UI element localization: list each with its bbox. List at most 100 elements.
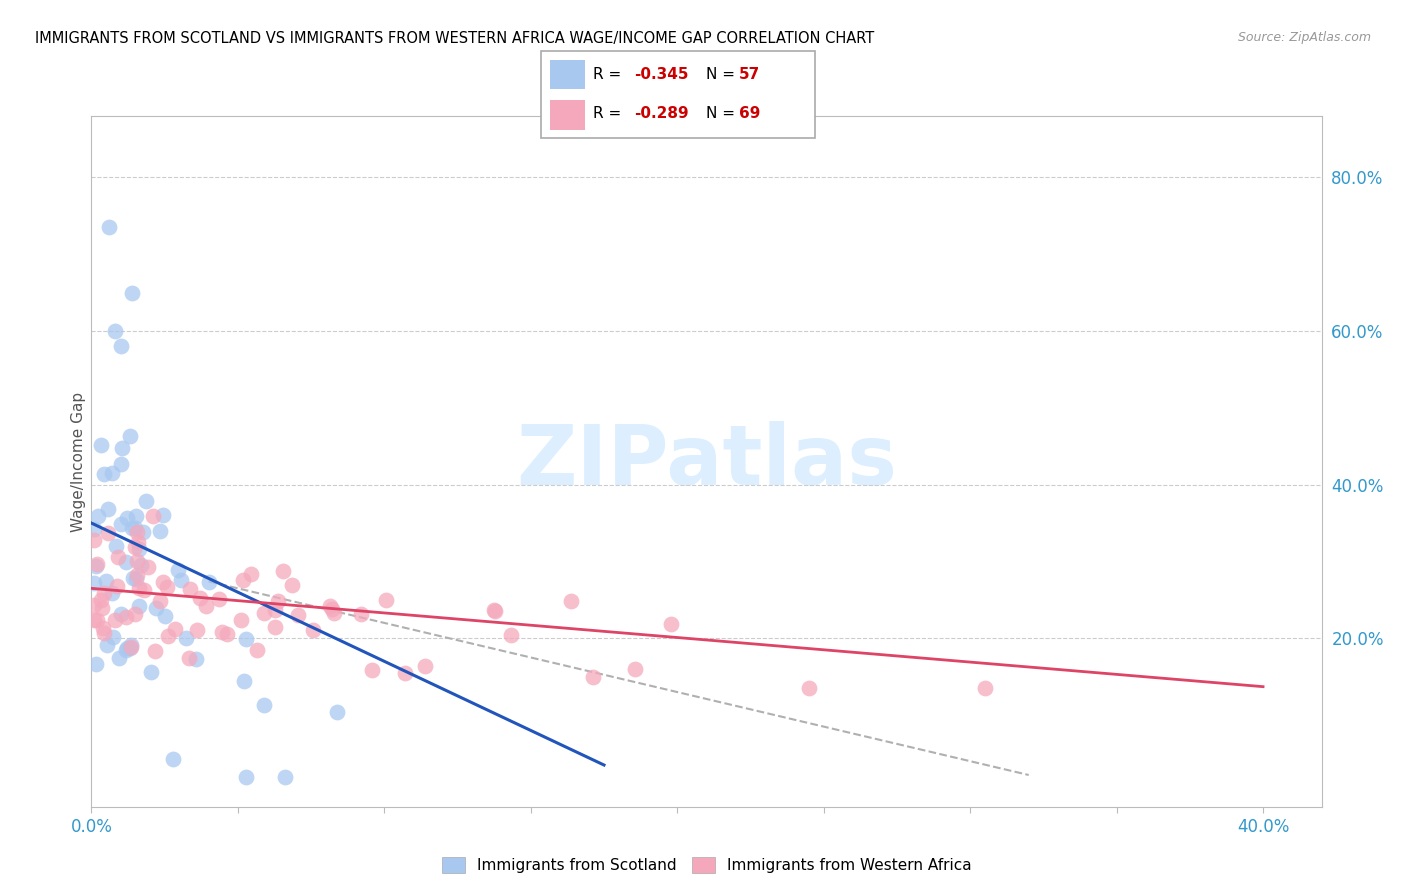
Point [125, 509, 148, 524]
Point [197, 575, 219, 590]
Point [152, 574, 174, 589]
Point [394, 665, 416, 680]
Point [624, 662, 647, 676]
Point [114, 555, 136, 569]
Point [235, 770, 257, 784]
Point [120, 429, 142, 443]
Point [264, 603, 287, 617]
Point [138, 560, 160, 574]
Point [240, 567, 263, 582]
Point [149, 524, 172, 538]
Point [186, 623, 208, 637]
Point [128, 581, 150, 595]
Point [107, 550, 129, 565]
Point [253, 698, 276, 712]
Point [174, 632, 197, 646]
Point [149, 593, 172, 607]
Point [145, 600, 167, 615]
Text: 69: 69 [738, 106, 761, 121]
Point [155, 580, 177, 594]
Point [186, 652, 208, 666]
Point [115, 641, 138, 656]
Point [143, 644, 166, 658]
Point [264, 620, 287, 634]
Point [273, 770, 295, 784]
Point [142, 509, 165, 524]
Point [162, 752, 184, 766]
Point [83, 613, 105, 627]
Text: R =: R = [593, 106, 627, 121]
Point [271, 564, 294, 578]
Text: R =: R = [593, 67, 627, 82]
Point [93, 585, 115, 599]
Point [108, 651, 131, 665]
Point [90, 438, 112, 452]
Point [84, 657, 107, 671]
Point [582, 670, 605, 684]
Point [96, 638, 118, 652]
Point [114, 610, 136, 624]
Point [157, 629, 180, 643]
Point [179, 582, 201, 596]
Point [499, 628, 522, 642]
Point [100, 466, 122, 480]
Y-axis label: Wage/Income Gap: Wage/Income Gap [70, 392, 86, 532]
Point [229, 613, 252, 627]
FancyBboxPatch shape [541, 51, 815, 138]
Point [93, 467, 115, 481]
Point [125, 524, 148, 539]
Point [267, 594, 290, 608]
Point [120, 640, 142, 654]
Point [281, 578, 304, 592]
Point [110, 339, 132, 353]
Point [211, 625, 233, 640]
Point [105, 579, 128, 593]
Bar [550, 60, 585, 89]
Point [170, 573, 193, 587]
Point [131, 525, 153, 540]
Point [139, 665, 162, 679]
Point [83, 522, 105, 536]
Point [103, 630, 125, 644]
Point [375, 593, 398, 607]
Point [122, 571, 145, 585]
Point [86, 557, 108, 571]
Point [83, 576, 105, 591]
Legend: Immigrants from Scotland, Immigrants from Western Africa: Immigrants from Scotland, Immigrants fro… [436, 851, 977, 880]
Point [215, 627, 238, 641]
Point [208, 591, 231, 606]
Point [84, 559, 107, 574]
Point [127, 554, 149, 568]
Point [86, 613, 108, 627]
Point [93, 626, 115, 640]
Point [124, 520, 146, 534]
Point [111, 442, 134, 456]
Point [135, 493, 157, 508]
Text: -0.345: -0.345 [634, 67, 689, 82]
Point [167, 563, 190, 577]
Point [91, 601, 114, 615]
Point [124, 607, 146, 621]
Point [104, 539, 127, 553]
Point [110, 517, 132, 532]
Point [86, 509, 108, 524]
Point [127, 535, 149, 549]
Point [326, 705, 349, 719]
Point [287, 607, 309, 622]
Point [101, 586, 124, 600]
Text: ZIPatlas: ZIPatlas [516, 421, 897, 502]
Point [246, 643, 269, 657]
Point [104, 324, 127, 338]
Point [232, 574, 254, 588]
Point [301, 623, 323, 637]
Text: N =: N = [706, 106, 740, 121]
Point [96, 574, 118, 588]
Point [321, 602, 343, 616]
Point [973, 681, 995, 696]
Point [98, 220, 120, 235]
Text: -0.289: -0.289 [634, 106, 689, 121]
Bar [550, 100, 585, 129]
Point [195, 599, 218, 613]
Point [165, 623, 187, 637]
Point [319, 599, 342, 614]
